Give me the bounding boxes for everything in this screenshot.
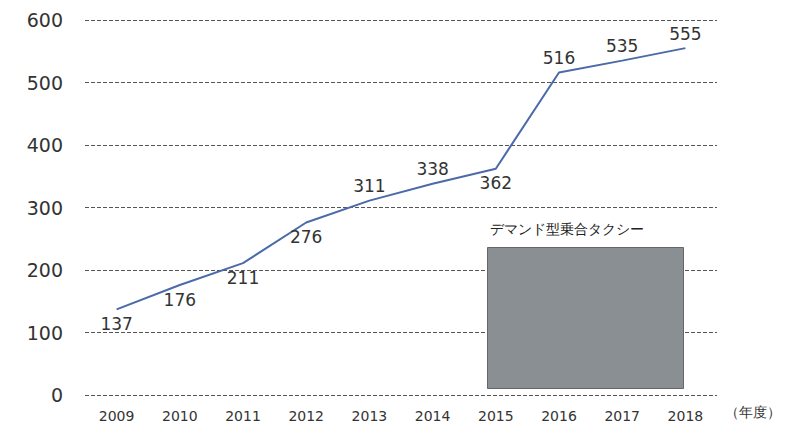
svg-text:200: 200	[27, 259, 63, 281]
svg-text:2013: 2013	[352, 408, 388, 424]
svg-text:500: 500	[27, 72, 63, 94]
svg-text:276: 276	[290, 227, 322, 247]
svg-text:555: 555	[669, 24, 701, 44]
svg-text:211: 211	[227, 268, 259, 288]
svg-text:デマンド型乗合タクシー: デマンド型乗合タクシー	[490, 221, 644, 237]
svg-text:2010: 2010	[162, 408, 198, 424]
svg-text:2018: 2018	[668, 408, 704, 424]
svg-text:2009: 2009	[99, 408, 135, 424]
svg-text:338: 338	[416, 159, 448, 179]
svg-text:535: 535	[606, 36, 638, 56]
svg-text:400: 400	[27, 134, 63, 156]
svg-text:2012: 2012	[288, 408, 324, 424]
svg-text:137: 137	[100, 314, 132, 334]
svg-text:100: 100	[27, 322, 63, 344]
svg-text:300: 300	[27, 197, 63, 219]
svg-text:600: 600	[27, 9, 63, 31]
svg-text:2016: 2016	[541, 408, 577, 424]
svg-text:（年度）: （年度）	[725, 404, 781, 420]
svg-text:362: 362	[480, 173, 512, 193]
svg-text:2017: 2017	[604, 408, 640, 424]
svg-text:2014: 2014	[415, 408, 451, 424]
svg-text:311: 311	[353, 176, 385, 196]
svg-text:516: 516	[543, 48, 575, 68]
svg-text:176: 176	[164, 290, 196, 310]
svg-text:2015: 2015	[478, 408, 514, 424]
svg-text:2011: 2011	[225, 408, 261, 424]
svg-text:0: 0	[51, 384, 63, 406]
